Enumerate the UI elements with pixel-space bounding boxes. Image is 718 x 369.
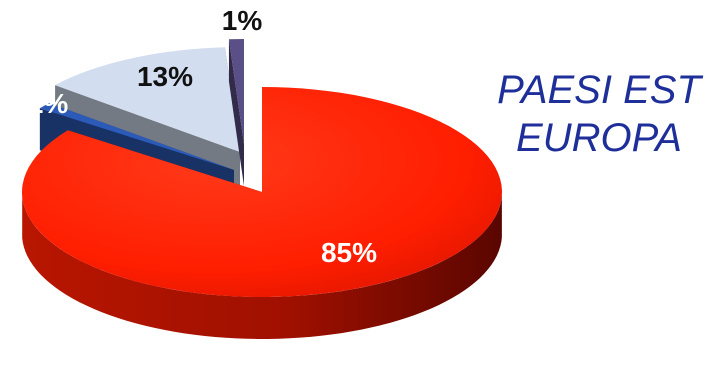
pie-slice-3-wall-0 [228,39,244,187]
slices-layer [21,39,502,339]
pie-slice-label-2: 13% [137,61,193,92]
labels-layer: 85% 1% 13% 1% [28,5,377,268]
chart-title-line-2: EUROPA [516,116,682,160]
pie-slice-0-side-0 [22,195,502,339]
pie-slice-label-3: 1% [222,5,263,36]
pie-slice-label-0: 85% [321,237,377,268]
pie-slice-3 [228,39,244,187]
chart-title-line-1: PAESI EST [497,68,703,112]
pie-slice-2-top [55,47,240,152]
pie-slice-3-top [228,39,244,144]
pie-slice-0-top [21,87,502,297]
pie-slice-1-top [39,103,235,170]
pie-slice-0 [21,87,502,339]
pie-slice-label-1: 1% [28,88,69,119]
